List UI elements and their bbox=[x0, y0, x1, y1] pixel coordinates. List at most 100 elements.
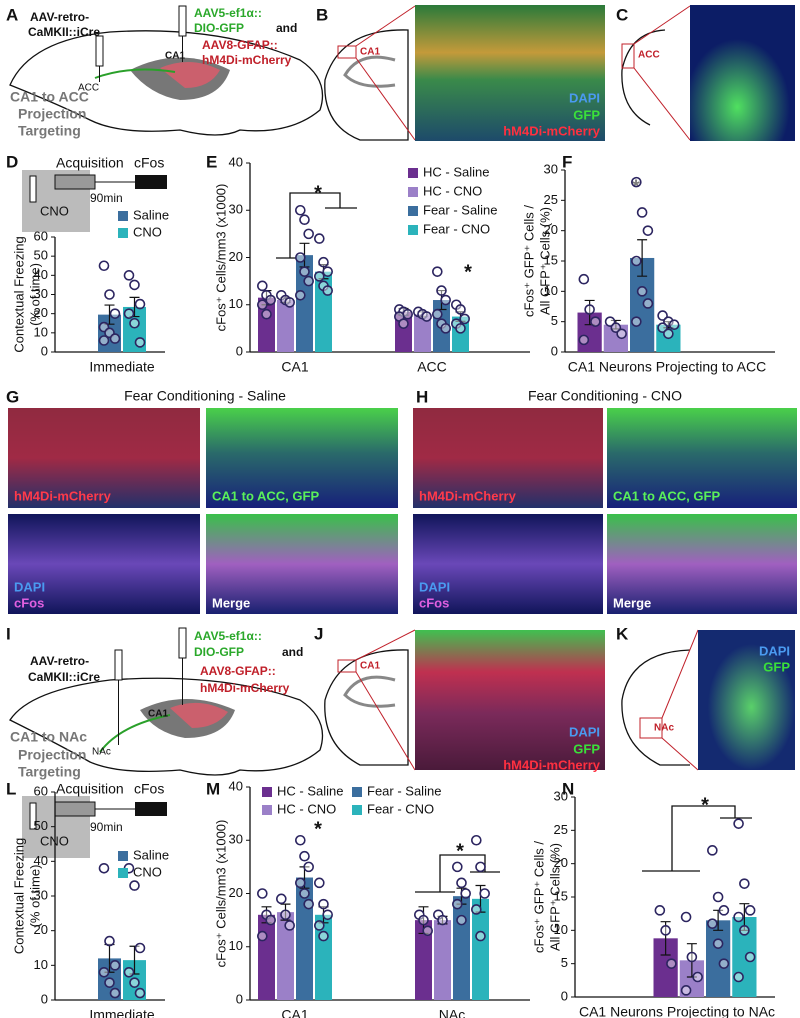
channel-label: CA1 to ACC, GFP bbox=[613, 488, 720, 503]
y-tick-label: 30 bbox=[229, 832, 243, 847]
legend-swatch bbox=[352, 787, 362, 797]
data-point bbox=[398, 318, 409, 329]
y-tick-label: 20 bbox=[34, 922, 48, 937]
y-tick-label: 30 bbox=[554, 788, 568, 803]
y-tick-label: 10 bbox=[34, 324, 48, 339]
caption: CA1 to NAc bbox=[10, 729, 87, 745]
data-point bbox=[631, 316, 642, 327]
data-point bbox=[129, 279, 140, 291]
coronal-outline bbox=[324, 29, 409, 141]
y-axis-label: (% of time) bbox=[27, 263, 42, 326]
injection-label: AAV8-GFAP:: bbox=[202, 38, 278, 52]
micrograph bbox=[415, 5, 605, 141]
legend-label: HC - Saline bbox=[277, 783, 343, 798]
significance: * bbox=[456, 840, 464, 862]
panel-letter: J bbox=[314, 624, 323, 643]
region-label: CA1 bbox=[360, 47, 380, 58]
legend-label: HC - CNO bbox=[423, 183, 482, 198]
y-tick-label: 10 bbox=[34, 957, 48, 972]
data-point bbox=[303, 228, 314, 240]
data-point bbox=[578, 334, 590, 346]
coronal-outline bbox=[324, 649, 409, 766]
x-tick-label: Immediate bbox=[89, 1007, 155, 1018]
data-point bbox=[134, 987, 146, 999]
data-point bbox=[668, 319, 680, 331]
data-point bbox=[280, 909, 291, 921]
data-point bbox=[129, 317, 140, 329]
bar bbox=[315, 271, 332, 352]
legend-label: Fear - Saline bbox=[367, 783, 441, 798]
data-point bbox=[314, 271, 325, 282]
data-point bbox=[440, 323, 451, 334]
data-point bbox=[299, 214, 310, 225]
x-tick-label: CA1 bbox=[281, 1007, 308, 1018]
y-tick-label: 15 bbox=[544, 252, 558, 267]
data-point bbox=[303, 898, 314, 910]
legend-swatch bbox=[118, 211, 128, 221]
data-point bbox=[471, 834, 482, 846]
data-point bbox=[123, 308, 135, 319]
caption: Targeting bbox=[18, 764, 81, 780]
region-label: CA1 bbox=[148, 709, 168, 720]
error-bar bbox=[129, 296, 140, 318]
error-bar bbox=[637, 239, 648, 277]
micrograph bbox=[698, 630, 795, 770]
roi bbox=[639, 717, 663, 739]
y-tick-label: 20 bbox=[229, 885, 243, 900]
y-axis-label: cFos⁺ Cells/mm3 (x1000) bbox=[213, 820, 228, 968]
region-label: ACC bbox=[638, 50, 660, 61]
y-tick-label: 20 bbox=[229, 249, 243, 264]
panel-title: Fear Conditioning - CNO bbox=[528, 388, 682, 404]
region-label: ACC bbox=[78, 83, 99, 94]
channel-label: cFos bbox=[14, 595, 44, 610]
micrograph bbox=[415, 630, 605, 770]
data-point bbox=[257, 888, 268, 899]
data-point bbox=[642, 298, 654, 309]
channel-label: hM4Di-mCherry bbox=[14, 488, 112, 503]
y-tick-label: 40 bbox=[229, 154, 243, 169]
legend-label: CNO bbox=[133, 864, 162, 879]
timeline-label: cFos bbox=[134, 781, 164, 797]
y-tick-label: 30 bbox=[34, 286, 48, 301]
x-tick-label: ACC bbox=[417, 359, 447, 375]
panel-letter: H bbox=[416, 387, 428, 406]
error-bar bbox=[129, 945, 140, 975]
data-point bbox=[314, 233, 325, 244]
channel-label: GFP bbox=[573, 107, 600, 122]
micrograph bbox=[690, 5, 795, 141]
channel-label: DAPI bbox=[419, 579, 450, 594]
y-tick-label: 0 bbox=[561, 988, 568, 1003]
y-tick-label: 50 bbox=[34, 818, 48, 833]
data-point bbox=[318, 256, 329, 268]
x-tick-label: NAc bbox=[439, 1007, 465, 1018]
y-tick-label: 10 bbox=[229, 938, 243, 953]
data-point bbox=[707, 845, 718, 856]
data-point bbox=[744, 905, 756, 916]
y-tick-label: 20 bbox=[554, 855, 568, 870]
acquisition-box bbox=[54, 801, 96, 817]
data-point bbox=[456, 877, 467, 889]
conjunction: and bbox=[276, 21, 297, 35]
data-point bbox=[744, 951, 756, 963]
channel-label: GFP bbox=[763, 659, 790, 674]
data-point bbox=[123, 966, 135, 978]
legend-swatch bbox=[408, 187, 418, 197]
data-point bbox=[475, 861, 486, 873]
y-tick-label: 15 bbox=[554, 888, 568, 903]
data-point bbox=[299, 850, 310, 862]
legend-label: Fear - CNO bbox=[367, 801, 434, 816]
channel-label: DAPI bbox=[759, 643, 790, 658]
channel-label: GFP bbox=[573, 741, 600, 756]
data-point bbox=[314, 920, 325, 931]
data-point bbox=[455, 304, 466, 315]
channel-label: hM4Di-mCherry bbox=[503, 123, 601, 138]
significance-bracket bbox=[642, 805, 752, 872]
conjunction: and bbox=[282, 645, 303, 659]
y-tick-label: 0 bbox=[41, 343, 48, 358]
data-point bbox=[455, 323, 466, 334]
panel-letter: D bbox=[6, 152, 18, 171]
legend-swatch bbox=[118, 851, 128, 861]
interval: 90min bbox=[90, 820, 123, 834]
